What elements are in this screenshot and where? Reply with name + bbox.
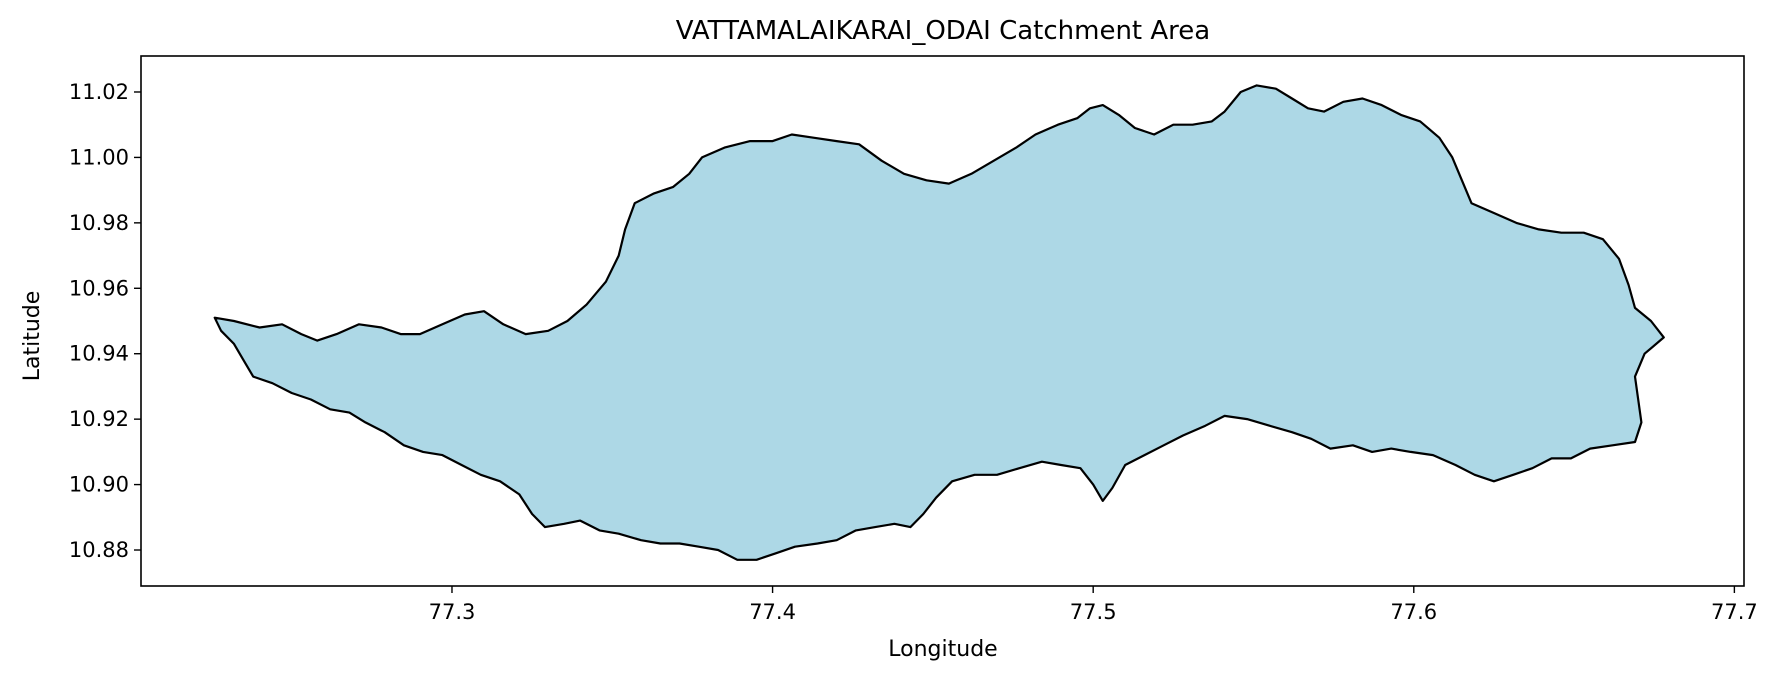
x-tick-label: 77.5 xyxy=(1070,600,1117,624)
y-tick-label: 10.98 xyxy=(69,211,129,235)
chart-title: VATTAMALAIKARAI_ODAI Catchment Area xyxy=(676,16,1210,46)
y-tick-label: 10.96 xyxy=(69,276,129,300)
y-tick-label: 11.00 xyxy=(69,145,129,169)
y-axis-label: Latitude xyxy=(20,291,45,382)
x-axis-label: Longitude xyxy=(888,637,997,662)
x-tick-label: 77.3 xyxy=(429,600,476,624)
catchment-polygon xyxy=(213,84,1665,561)
x-tick-label: 77.6 xyxy=(1390,600,1437,624)
x-tick-label: 77.4 xyxy=(749,600,796,624)
y-tick-label: 10.92 xyxy=(69,407,129,431)
plot-area: 77.3 77.4 77.5 77.6 77.7 10.88 10.90 10.92 10.94… xyxy=(69,55,1758,624)
y-tick-label: 10.94 xyxy=(69,342,129,366)
axes-frame xyxy=(140,55,1745,587)
y-tick-label: 11.02 xyxy=(69,80,129,104)
y-tick-label: 10.88 xyxy=(69,538,129,562)
x-tick-label: 77.7 xyxy=(1711,600,1758,624)
y-tick-label: 10.90 xyxy=(69,473,129,497)
